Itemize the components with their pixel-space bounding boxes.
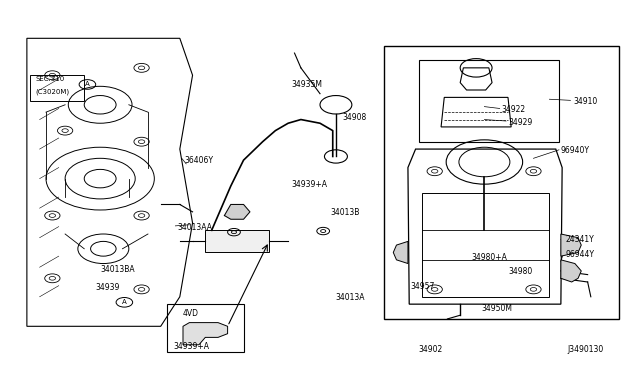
Text: (C3020M): (C3020M) xyxy=(35,89,69,95)
Polygon shape xyxy=(561,260,581,282)
Text: 34980: 34980 xyxy=(508,267,532,276)
Polygon shape xyxy=(394,241,408,263)
Text: 36406Y: 36406Y xyxy=(184,155,213,165)
Text: A: A xyxy=(122,299,127,305)
Bar xyxy=(30,75,84,101)
Text: 4VD: 4VD xyxy=(183,309,199,318)
Text: 96940Y: 96940Y xyxy=(561,147,590,155)
Text: 34922: 34922 xyxy=(502,105,525,115)
Bar xyxy=(419,61,559,142)
Bar xyxy=(167,304,244,352)
Polygon shape xyxy=(225,205,250,219)
Text: A: A xyxy=(85,81,90,87)
Text: SEC.310: SEC.310 xyxy=(35,76,65,82)
Bar xyxy=(205,230,269,253)
Bar xyxy=(422,193,549,297)
Polygon shape xyxy=(183,323,228,345)
Text: 24341Y: 24341Y xyxy=(565,235,594,244)
Text: 34013A: 34013A xyxy=(335,293,365,302)
Text: 34980+A: 34980+A xyxy=(472,253,508,263)
Text: 34013BA: 34013BA xyxy=(100,264,135,273)
Text: 34902: 34902 xyxy=(419,345,443,354)
Text: 34935M: 34935M xyxy=(291,80,323,89)
Text: 34908: 34908 xyxy=(342,113,367,122)
Polygon shape xyxy=(561,234,581,256)
Text: 96944Y: 96944Y xyxy=(565,250,595,259)
Text: 34013B: 34013B xyxy=(331,208,360,218)
Text: J3490130: J3490130 xyxy=(567,345,604,354)
Text: 34939+A: 34939+A xyxy=(173,342,209,351)
Text: 34957: 34957 xyxy=(410,282,435,291)
Text: 34013AA: 34013AA xyxy=(178,223,213,232)
Text: 34929: 34929 xyxy=(508,118,532,127)
Text: 34939: 34939 xyxy=(96,283,120,292)
Text: 34910: 34910 xyxy=(573,97,598,106)
Bar xyxy=(384,46,620,319)
Text: 34950M: 34950M xyxy=(481,304,512,313)
Text: 34939+A: 34939+A xyxy=(291,180,327,189)
